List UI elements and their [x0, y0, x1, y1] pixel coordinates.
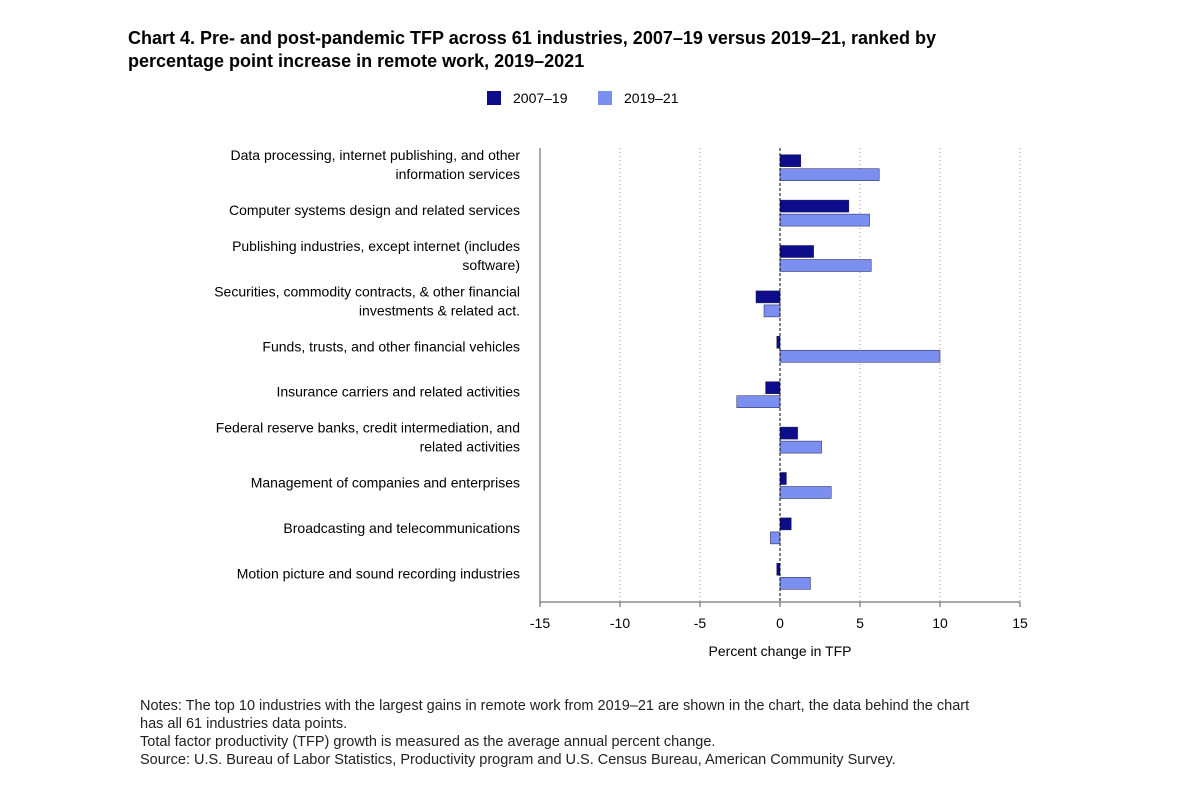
x-axis-title: Percent change in TFP [709, 643, 852, 659]
category-label: related activities [420, 439, 520, 455]
bar-2007-19 [765, 381, 781, 394]
chart-title: Chart 4. Pre- and post-pandemic TFP acro… [128, 27, 1088, 73]
category-label: Computer systems design and related serv… [229, 202, 520, 218]
category-label: Funds, trusts, and other financial vehic… [262, 338, 520, 354]
notes-line: Total factor productivity (TFP) growth i… [140, 734, 716, 750]
notes-line: Notes: The top 10 industries with the la… [140, 698, 970, 714]
legend-label-2007-19: 2007–19 [513, 90, 568, 106]
bar-2007-19 [779, 517, 792, 531]
x-tick-label: 0 [776, 615, 784, 631]
bar-2019-21 [779, 486, 832, 499]
bar-2019-21 [779, 350, 941, 363]
chart-title-line: percentage point increase in remote work… [128, 51, 585, 71]
legend-item-2007-19: 2007–19 [487, 90, 568, 106]
category-label: investments & related act. [359, 302, 520, 318]
bar-2019-21 [779, 259, 872, 272]
bar-2019-21 [779, 440, 822, 454]
bar-2019-21 [736, 395, 781, 408]
x-tick-label: -5 [694, 615, 707, 631]
notes-line: has all 61 industries data points. [140, 716, 348, 732]
chart-legend: 2007–19 2019–21 [0, 90, 1200, 110]
source-line: Source: U.S. Bureau of Labor Statistics,… [140, 752, 896, 768]
bar-2007-19 [779, 245, 814, 258]
category-label: Federal reserve banks, credit intermedia… [216, 420, 520, 436]
bar-2019-21 [779, 213, 870, 227]
bar-2019-21 [763, 304, 781, 318]
category-label: Publishing industries, except internet (… [232, 238, 520, 254]
bar-2007-19 [779, 472, 787, 485]
category-label: Data processing, internet publishing, an… [230, 147, 520, 163]
legend-swatch-2019-21 [598, 91, 612, 105]
legend-label-2019-21: 2019–21 [624, 90, 679, 106]
category-label: Securities, commodity contracts, & other… [214, 283, 520, 299]
legend-item-2019-21: 2019–21 [598, 90, 679, 106]
x-tick-label: -10 [610, 615, 630, 631]
bar-2019-21 [770, 531, 781, 545]
bar-2007-19 [776, 336, 781, 349]
bar-2007-19 [779, 154, 802, 167]
chart-title-line: Chart 4. Pre- and post-pandemic TFP acro… [128, 28, 937, 48]
chart-notes: Notes: The top 10 industries with the la… [140, 697, 1100, 769]
category-label: software) [462, 257, 520, 273]
category-label: Broadcasting and telecommunications [283, 520, 520, 536]
category-label: Motion picture and sound recording indus… [237, 565, 520, 581]
x-tick-label: -15 [530, 615, 550, 631]
x-tick-label: 15 [1012, 615, 1028, 631]
bar-2019-21 [779, 577, 811, 590]
legend-swatch-2007-19 [487, 91, 501, 105]
x-tick-label: 10 [932, 615, 948, 631]
bar-2007-19 [779, 199, 850, 213]
x-tick-label: 5 [856, 615, 864, 631]
category-label: Management of companies and enterprises [251, 475, 520, 491]
category-label: Insurance carriers and related activitie… [276, 384, 520, 400]
bar-2019-21 [779, 168, 880, 181]
bar-chart: -15 -10 -5 0 5 10 15 Percent change in TFP Data … [214, 147, 1028, 659]
category-label: information services [396, 166, 521, 182]
bar-2007-19 [755, 290, 781, 304]
bar-2007-19 [779, 426, 798, 440]
